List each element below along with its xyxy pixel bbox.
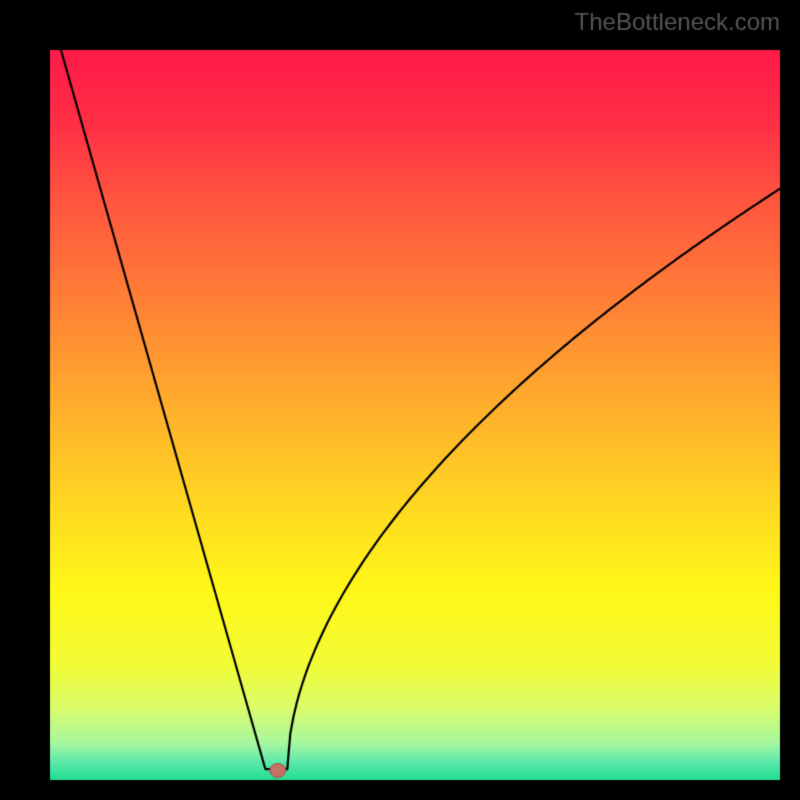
bottleneck-chart xyxy=(0,0,800,800)
